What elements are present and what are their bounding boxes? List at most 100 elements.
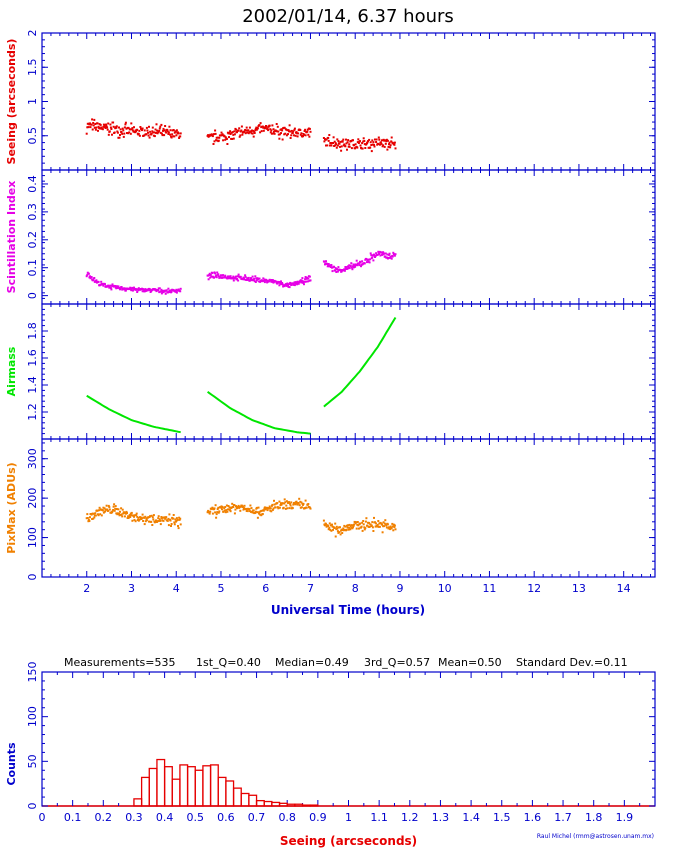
data-point xyxy=(257,506,260,509)
data-point xyxy=(285,134,288,137)
data-point xyxy=(163,134,166,137)
hist-bar xyxy=(225,780,235,807)
data-point xyxy=(176,519,179,521)
data-point xyxy=(175,291,178,294)
data-point xyxy=(347,265,350,268)
data-point xyxy=(226,143,229,145)
data-point xyxy=(393,141,396,144)
data-point xyxy=(113,509,116,512)
data-point xyxy=(361,142,364,145)
data-point xyxy=(237,273,240,276)
data-point xyxy=(126,512,128,515)
data-point xyxy=(158,518,161,521)
y-axis-label: PixMax (ADUs) xyxy=(5,462,18,553)
data-point xyxy=(322,519,325,522)
data-point xyxy=(325,523,327,526)
data-point xyxy=(362,140,365,143)
data-point xyxy=(138,129,141,132)
data-point xyxy=(329,266,332,268)
hist-x-tick-label: 0.2 xyxy=(95,811,113,824)
data-point xyxy=(354,521,357,524)
data-point xyxy=(379,254,382,257)
data-point xyxy=(328,526,331,529)
data-point xyxy=(135,288,138,291)
data-point xyxy=(128,288,131,290)
data-point xyxy=(323,260,326,263)
data-point xyxy=(240,129,243,132)
data-point xyxy=(108,130,111,133)
data-point xyxy=(220,274,223,277)
data-point xyxy=(166,130,169,133)
data-point xyxy=(238,135,241,138)
data-point xyxy=(147,131,149,134)
data-point xyxy=(135,514,138,517)
data-point xyxy=(228,136,230,139)
data-point xyxy=(101,128,104,131)
data-point xyxy=(166,291,169,294)
hist-bar xyxy=(194,769,204,807)
data-point xyxy=(113,131,116,134)
data-point xyxy=(329,524,332,527)
data-point xyxy=(339,526,341,529)
stat-median: Median=0.49 xyxy=(275,656,349,669)
data-point xyxy=(373,143,375,146)
data-point xyxy=(289,130,292,133)
data-point xyxy=(361,147,364,150)
data-point xyxy=(248,510,251,513)
data-point xyxy=(129,286,132,289)
data-point xyxy=(382,521,385,524)
data-point xyxy=(289,504,292,507)
data-point xyxy=(394,528,397,531)
data-point xyxy=(207,134,210,137)
data-point xyxy=(330,264,333,266)
data-point xyxy=(273,503,276,506)
data-point xyxy=(169,289,172,292)
data-point xyxy=(328,134,331,136)
data-point xyxy=(287,129,290,132)
data-point xyxy=(375,141,378,143)
data-point xyxy=(393,253,396,256)
data-point xyxy=(107,504,110,507)
data-point xyxy=(97,129,99,132)
data-point xyxy=(213,507,216,510)
data-point xyxy=(388,141,391,144)
data-point xyxy=(256,516,259,519)
data-point xyxy=(349,264,352,267)
data-point xyxy=(233,504,236,506)
data-point xyxy=(236,275,239,278)
hist-x-tick-label: 1 xyxy=(345,811,352,824)
data-point xyxy=(343,268,346,271)
series-line xyxy=(86,394,181,434)
data-point xyxy=(357,262,360,265)
data-point xyxy=(174,518,177,521)
data-point xyxy=(236,131,238,133)
data-point xyxy=(393,526,396,529)
data-point xyxy=(281,138,284,141)
data-point xyxy=(124,511,127,514)
data-point xyxy=(326,263,329,265)
data-point xyxy=(235,275,237,278)
data-point xyxy=(250,132,253,135)
data-point xyxy=(218,510,221,513)
data-point xyxy=(159,125,162,128)
data-point xyxy=(362,520,365,522)
data-point xyxy=(363,140,366,142)
data-point xyxy=(281,502,284,505)
data-point xyxy=(252,509,255,512)
data-point xyxy=(394,147,397,150)
data-point xyxy=(170,136,173,139)
data-point xyxy=(275,123,278,125)
data-point xyxy=(231,131,234,134)
x-tick-label: 5 xyxy=(217,582,224,595)
data-point xyxy=(122,287,125,290)
data-point xyxy=(276,125,279,128)
data-point xyxy=(298,497,301,500)
data-point xyxy=(327,528,330,531)
data-point xyxy=(225,509,228,512)
data-point xyxy=(124,123,127,126)
data-point xyxy=(227,275,230,278)
hist-bar xyxy=(294,803,304,807)
data-point xyxy=(280,503,283,506)
data-point xyxy=(351,268,354,271)
data-point xyxy=(91,128,94,131)
